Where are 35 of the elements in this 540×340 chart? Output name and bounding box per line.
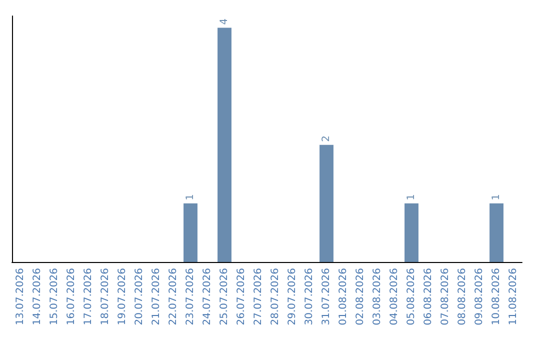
- x-tick-label: 08.08.2026: [457, 268, 468, 326]
- x-tick-label: 14.07.2026: [32, 268, 43, 326]
- x-tick-label: 23.07.2026: [185, 268, 196, 326]
- x-tick-label: 07.08.2026: [440, 268, 451, 326]
- x-tick-label: 26.07.2026: [236, 268, 247, 326]
- x-tick-label: 10.08.2026: [491, 268, 502, 326]
- x-tick-label: 11.08.2026: [508, 268, 519, 326]
- data-label: 1: [491, 194, 502, 200]
- x-tick-label: 05.08.2026: [406, 268, 417, 326]
- data-label: 2: [321, 135, 332, 142]
- data-label: 1: [185, 194, 196, 200]
- data-label: 1: [406, 194, 417, 200]
- x-tick-label: 22.07.2026: [168, 268, 179, 326]
- x-tick-label: 19.07.2026: [117, 268, 128, 326]
- data-label: 4: [219, 18, 230, 25]
- x-tick-label: 25.07.2026: [219, 268, 230, 326]
- x-tick-label: 24.07.2026: [202, 268, 213, 326]
- x-tick-label: 04.08.2026: [389, 268, 400, 326]
- x-tick-label: 29.07.2026: [287, 268, 298, 326]
- x-tick-label: 21.07.2026: [151, 268, 162, 326]
- x-tick-label: 28.07.2026: [270, 268, 281, 326]
- x-tick-label: 15.07.2026: [49, 268, 60, 326]
- x-tick-label: 20.07.2026: [134, 268, 145, 326]
- x-tick-label: 27.07.2026: [253, 268, 264, 326]
- x-tick-label: 09.08.2026: [474, 268, 485, 326]
- x-tick-label: 01.08.2026: [338, 268, 349, 326]
- x-tick-label: 18.07.2026: [100, 268, 111, 326]
- x-tick-label: 30.07.2026: [304, 268, 315, 326]
- x-tick-label: 17.07.2026: [83, 268, 94, 326]
- x-tick-label: 03.08.2026: [372, 268, 383, 326]
- x-tick-label: 02.08.2026: [355, 268, 366, 326]
- x-tick-label: 06.08.2026: [423, 268, 434, 326]
- x-tick-label: 13.07.2026: [15, 268, 26, 326]
- x-tick-label: 16.07.2026: [66, 268, 77, 326]
- x-tick-label: 31.07.2026: [321, 268, 332, 326]
